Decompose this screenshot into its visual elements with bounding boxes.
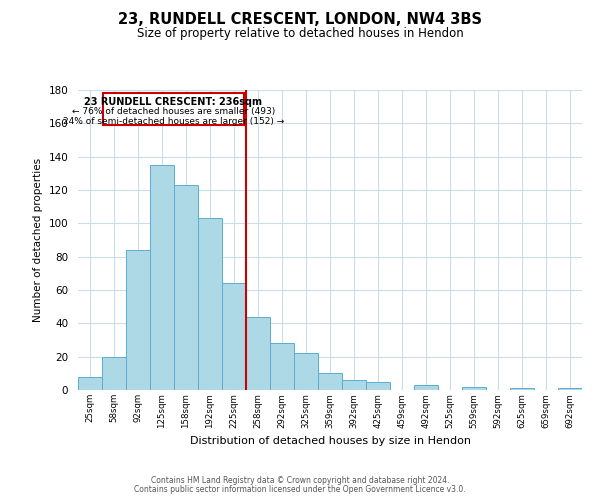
Text: 24% of semi-detached houses are larger (152) →: 24% of semi-detached houses are larger (… — [63, 116, 284, 126]
Text: Contains public sector information licensed under the Open Government Licence v3: Contains public sector information licen… — [134, 485, 466, 494]
Bar — [126, 250, 150, 390]
Bar — [246, 316, 270, 390]
Bar — [294, 354, 318, 390]
Bar — [78, 376, 102, 390]
Text: 23, RUNDELL CRESCENT, LONDON, NW4 3BS: 23, RUNDELL CRESCENT, LONDON, NW4 3BS — [118, 12, 482, 28]
Bar — [342, 380, 366, 390]
Bar — [510, 388, 534, 390]
Bar — [174, 185, 198, 390]
Bar — [222, 284, 246, 390]
Text: 23 RUNDELL CRESCENT: 236sqm: 23 RUNDELL CRESCENT: 236sqm — [85, 96, 262, 106]
X-axis label: Distribution of detached houses by size in Hendon: Distribution of detached houses by size … — [190, 436, 470, 446]
Bar — [318, 374, 342, 390]
Bar — [102, 356, 126, 390]
Text: ← 76% of detached houses are smaller (493): ← 76% of detached houses are smaller (49… — [72, 106, 275, 116]
Bar — [270, 344, 294, 390]
Bar — [150, 165, 174, 390]
Text: Contains HM Land Registry data © Crown copyright and database right 2024.: Contains HM Land Registry data © Crown c… — [151, 476, 449, 485]
FancyBboxPatch shape — [103, 94, 244, 125]
Bar — [366, 382, 390, 390]
Bar — [414, 385, 438, 390]
Y-axis label: Number of detached properties: Number of detached properties — [33, 158, 43, 322]
Bar — [558, 388, 582, 390]
Text: Size of property relative to detached houses in Hendon: Size of property relative to detached ho… — [137, 28, 463, 40]
Bar — [198, 218, 222, 390]
Bar — [462, 386, 486, 390]
